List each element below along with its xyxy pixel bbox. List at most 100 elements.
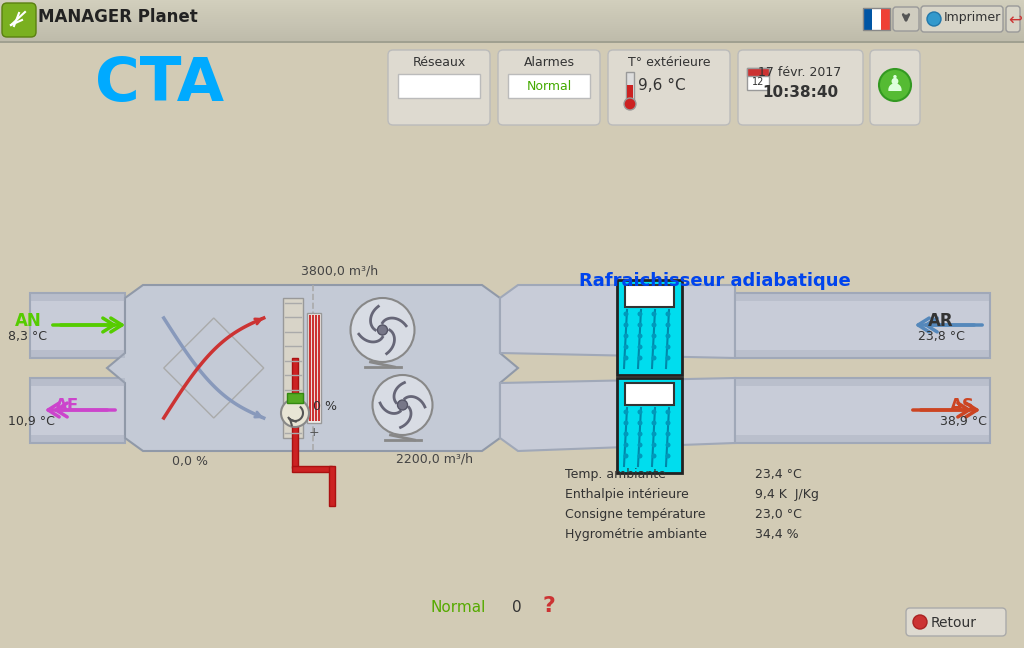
Bar (617, 378, 682, 473)
Bar (0, 40, 1024, 41)
Circle shape (624, 410, 629, 415)
Circle shape (624, 443, 629, 448)
Circle shape (651, 312, 656, 316)
FancyBboxPatch shape (738, 50, 863, 125)
Circle shape (666, 323, 671, 327)
Bar (863, 8, 890, 30)
Bar (292, 358, 298, 468)
Circle shape (624, 345, 629, 349)
Bar (872, 8, 881, 30)
Circle shape (651, 334, 656, 338)
Text: Normal: Normal (526, 80, 571, 93)
Bar (625, 383, 674, 405)
Circle shape (651, 432, 656, 437)
Bar (292, 466, 332, 472)
Text: Hygrométrie ambiante: Hygrométrie ambiante (565, 528, 707, 541)
Circle shape (624, 98, 636, 110)
Circle shape (651, 356, 656, 360)
Circle shape (638, 421, 642, 426)
Circle shape (666, 356, 671, 360)
Bar (626, 72, 634, 102)
Circle shape (624, 323, 629, 327)
FancyBboxPatch shape (1006, 6, 1020, 32)
Bar (30, 293, 125, 301)
Text: MANAGER Planet: MANAGER Planet (38, 8, 198, 26)
Text: CTA: CTA (95, 55, 224, 114)
Bar (0, 7, 1024, 8)
Text: ♟: ♟ (885, 75, 905, 95)
Circle shape (397, 400, 408, 410)
Bar (283, 298, 302, 438)
Text: AS: AS (950, 397, 975, 415)
Text: Normal: Normal (430, 600, 485, 615)
Circle shape (638, 323, 642, 327)
FancyBboxPatch shape (388, 50, 490, 125)
Bar (0, 12, 1024, 13)
Bar (398, 74, 480, 98)
Circle shape (913, 615, 927, 629)
Text: 12: 12 (752, 77, 764, 87)
Bar (0, 38, 1024, 39)
Bar (0, 22, 1024, 23)
Text: 10:38:40: 10:38:40 (762, 85, 838, 100)
Bar (0, 6, 1024, 7)
Circle shape (373, 375, 432, 435)
Bar (0, 18, 1024, 19)
Bar (0, 10, 1024, 11)
Bar (735, 435, 990, 443)
Circle shape (666, 345, 671, 349)
Bar (0, 11, 1024, 12)
Bar (0, 37, 1024, 38)
FancyBboxPatch shape (906, 608, 1006, 636)
Bar (0, 35, 1024, 36)
FancyBboxPatch shape (2, 3, 36, 37)
Bar (0, 8, 1024, 9)
Bar (30, 350, 125, 358)
Circle shape (666, 334, 671, 338)
Bar (735, 378, 990, 386)
Circle shape (666, 432, 671, 437)
Polygon shape (500, 378, 735, 451)
Text: 23,4 °C: 23,4 °C (755, 468, 802, 481)
Text: Rafraichisseur adiabatique: Rafraichisseur adiabatique (580, 272, 851, 290)
Bar (735, 378, 990, 443)
Circle shape (638, 454, 642, 459)
Bar (0, 9, 1024, 10)
Text: T° extérieure: T° extérieure (628, 56, 711, 69)
Polygon shape (500, 285, 735, 358)
FancyBboxPatch shape (893, 7, 919, 31)
Bar (0, 36, 1024, 37)
Circle shape (624, 356, 629, 360)
Text: Temp. ambiante: Temp. ambiante (565, 468, 666, 481)
FancyBboxPatch shape (870, 50, 920, 125)
Text: Réseaux: Réseaux (413, 56, 466, 69)
Circle shape (638, 334, 642, 338)
FancyBboxPatch shape (608, 50, 730, 125)
Circle shape (281, 399, 309, 427)
Bar (617, 280, 682, 375)
Bar (746, 68, 769, 76)
Bar (0, 5, 1024, 6)
Bar (0, 25, 1024, 26)
Bar (30, 435, 125, 443)
Bar (0, 13, 1024, 14)
Bar (0, 20, 1024, 21)
Text: 0 %: 0 % (313, 400, 337, 413)
Text: 34,4 %: 34,4 % (755, 528, 799, 541)
Circle shape (879, 69, 911, 101)
Circle shape (378, 325, 387, 335)
Text: Alarmes: Alarmes (523, 56, 574, 69)
Circle shape (666, 410, 671, 415)
FancyBboxPatch shape (498, 50, 600, 125)
Bar (0, 27, 1024, 28)
Circle shape (651, 454, 656, 459)
Bar (0, 30, 1024, 31)
Bar (0, 19, 1024, 20)
Bar (0, 4, 1024, 5)
Circle shape (651, 443, 656, 448)
Circle shape (638, 356, 642, 360)
Circle shape (624, 421, 629, 426)
Text: ?: ? (542, 596, 555, 616)
Bar (0, 28, 1024, 29)
Text: Enthalpie intérieure: Enthalpie intérieure (565, 488, 689, 501)
